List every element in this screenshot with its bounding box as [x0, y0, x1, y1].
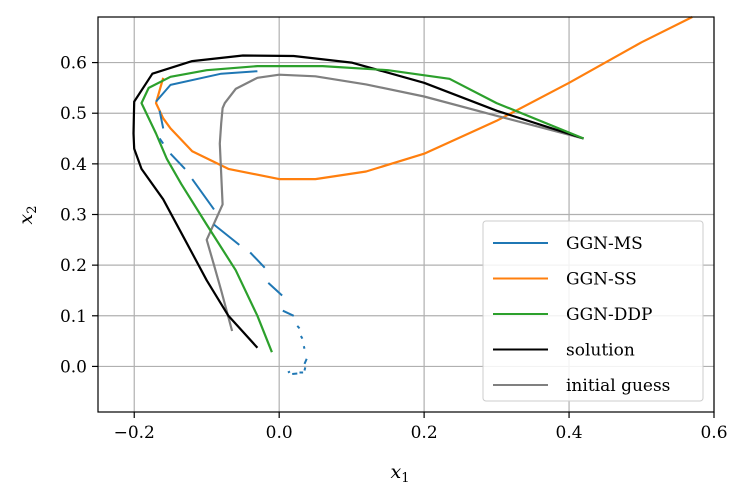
series-initial-guess — [205, 73, 584, 332]
series-layer — [132, 16, 693, 375]
legend-box — [482, 220, 704, 402]
series-ggn-ms — [155, 70, 308, 375]
series-segment — [169, 153, 186, 170]
y-tick-label: 0.5 — [60, 104, 87, 124]
x-tick-labels: −0.2 0.0 0.2 0.4 0.6 — [114, 423, 728, 443]
series-segment — [267, 282, 283, 297]
series-segment — [303, 367, 307, 371]
series-segment — [158, 137, 165, 145]
series-ggn-ss — [154, 16, 693, 181]
y-axis-label: x2 — [15, 206, 40, 225]
legend-label-solution: solution — [566, 341, 635, 361]
legend-label-ggn-ms: GGN-MS — [566, 234, 643, 254]
y-tick-label: 0.1 — [60, 307, 87, 327]
series-line — [140, 64, 585, 353]
series-ggn-ddp — [140, 64, 585, 353]
y-tick-label: 0.3 — [60, 206, 87, 226]
y-tick-label: 0.2 — [60, 256, 87, 276]
y-tick-label: 0.0 — [60, 357, 87, 377]
legend-label-initial-guess: initial guess — [566, 376, 670, 396]
series-segment — [155, 70, 258, 103]
x-axis-label-subscript: 1 — [401, 471, 409, 486]
series-segment — [191, 178, 215, 210]
series-segment — [158, 110, 165, 129]
series-segment — [213, 223, 240, 246]
y-tick-labels: 0.0 0.1 0.2 0.3 0.4 0.5 0.6 — [60, 54, 87, 378]
y-tick-label: 0.4 — [60, 155, 87, 175]
series-segment — [249, 251, 266, 269]
y-axis-label-subscript: 2 — [25, 206, 40, 214]
series-segment — [282, 309, 295, 317]
series-segment — [287, 370, 291, 374]
x-tick-label: 0.2 — [411, 423, 438, 443]
x-tick-label: −0.2 — [114, 423, 155, 443]
tick-marks — [92, 61, 715, 418]
series-line — [154, 16, 693, 181]
x-axis-label: x1 — [391, 461, 410, 486]
x-axis-label-main: x — [391, 461, 402, 483]
legend: GGN-MS GGN-SS GGN-DDP solution initial guess — [482, 220, 704, 402]
series-line — [205, 73, 584, 332]
x-tick-label: 0.0 — [266, 423, 293, 443]
x-tick-label: 0.4 — [556, 423, 583, 443]
series-segment — [302, 345, 306, 349]
x-tick-label: 0.6 — [700, 423, 727, 443]
series-segment — [292, 372, 298, 375]
legend-label-ggn-ss: GGN-SS — [566, 270, 637, 290]
series-segment — [296, 325, 301, 330]
series-segment — [303, 358, 308, 365]
y-tick-label: 0.6 — [60, 54, 87, 74]
legend-label-ggn-ddp: GGN-DDP — [566, 305, 652, 325]
y-axis-label-main: x — [15, 214, 37, 225]
series-segment — [300, 335, 304, 340]
